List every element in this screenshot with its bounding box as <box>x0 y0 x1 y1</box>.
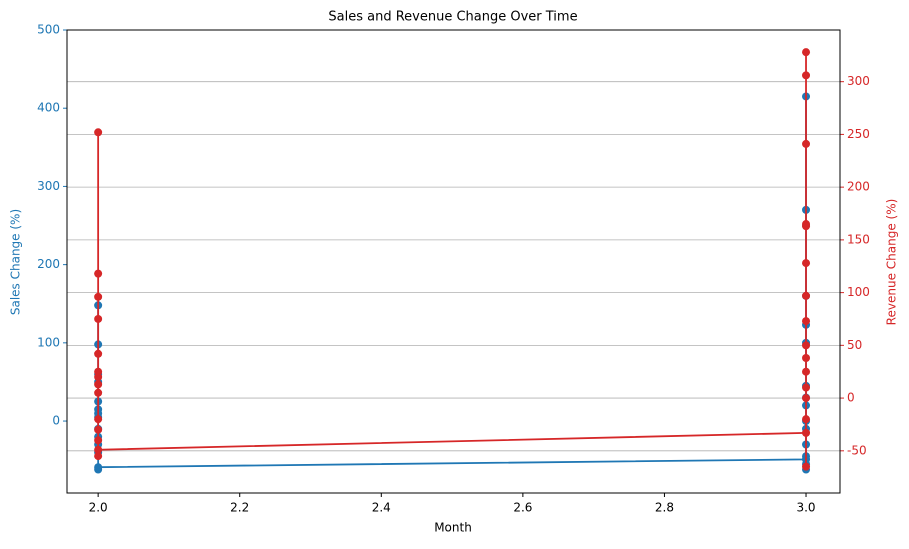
y2-tick-label: 150 <box>847 232 870 246</box>
y2-tick-label: 250 <box>847 127 870 141</box>
series-line <box>97 96 807 470</box>
data-point <box>802 428 811 437</box>
data-point <box>802 354 811 363</box>
x-axis-label: Month <box>434 521 472 535</box>
x-tick-label: 3.0 <box>796 501 815 515</box>
plot-frame <box>66 29 841 494</box>
data-point <box>94 388 103 397</box>
y2-axis-label: Revenue Change (%) <box>885 199 899 326</box>
data-point <box>802 71 811 80</box>
x-tick-label: 2.8 <box>655 501 674 515</box>
data-point <box>94 128 103 137</box>
y-tick-label: 0 <box>52 414 60 428</box>
x-tick-label: 2.4 <box>372 501 391 515</box>
x-tick-label: 2.2 <box>230 501 249 515</box>
x-tick-label: 2.6 <box>513 501 532 515</box>
chart-title: Sales and Revenue Change Over Time <box>328 10 577 25</box>
y-tick-label: 500 <box>37 23 60 37</box>
y-axis-label: Sales Change (%) <box>9 209 23 315</box>
data-point <box>802 383 811 392</box>
data-point <box>802 139 811 148</box>
data-point <box>94 436 103 445</box>
y-tick-label: 400 <box>37 101 60 115</box>
y2-tick-label: 300 <box>847 74 870 88</box>
y2-tick-label: -50 <box>847 443 867 457</box>
data-point <box>802 341 811 350</box>
data-point <box>94 452 103 461</box>
y2-tick-label: 0 <box>847 391 855 405</box>
y2-tick-label: 200 <box>847 180 870 194</box>
data-point <box>94 463 103 472</box>
data-point <box>94 425 103 434</box>
y2-tick-label: 50 <box>847 338 862 352</box>
data-point <box>802 317 811 326</box>
y2-tick-label: 100 <box>847 285 870 299</box>
series-line <box>97 52 807 467</box>
data-point <box>94 314 103 323</box>
data-point <box>802 367 811 376</box>
data-point <box>802 415 811 424</box>
data-point <box>802 48 811 57</box>
data-point <box>94 349 103 358</box>
data-point <box>94 445 103 454</box>
data-point <box>802 291 811 300</box>
data-point <box>802 462 811 471</box>
data-point <box>94 269 103 278</box>
data-point <box>94 415 103 424</box>
y-tick-label: 100 <box>37 335 60 349</box>
data-point <box>94 380 103 389</box>
data-point <box>94 292 103 301</box>
data-point <box>802 222 811 231</box>
data-point <box>802 259 811 268</box>
y-tick-label: 300 <box>37 179 60 193</box>
data-point <box>94 367 103 376</box>
data-point <box>802 394 811 403</box>
y-tick-label: 200 <box>37 257 60 271</box>
x-tick-label: 2.0 <box>89 501 108 515</box>
